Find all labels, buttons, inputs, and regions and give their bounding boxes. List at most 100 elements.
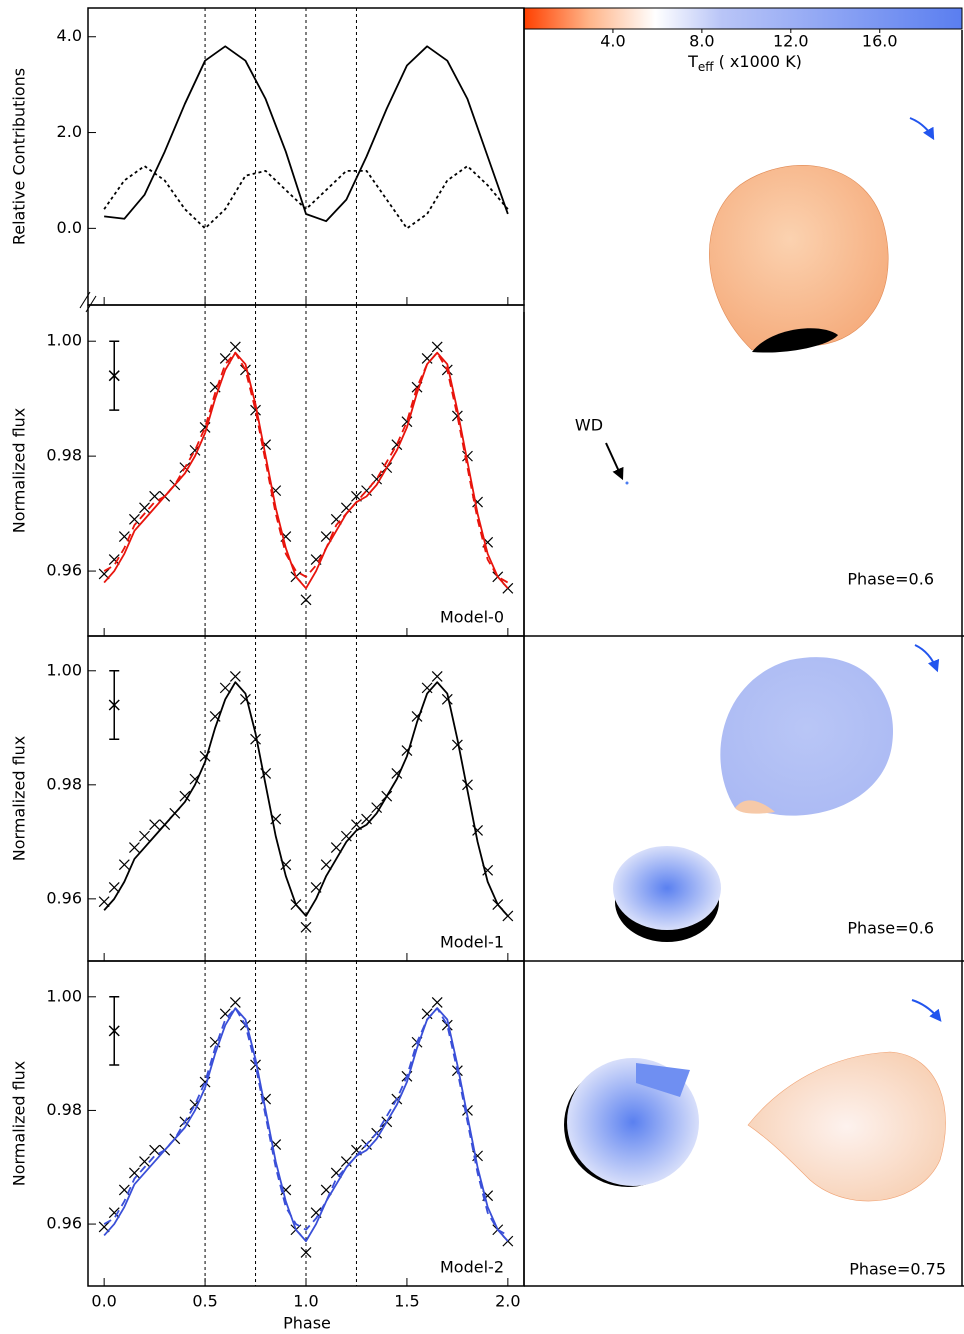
panel-label: Model-0 [440, 608, 504, 627]
data-point [340, 830, 352, 842]
data-point [129, 513, 140, 525]
data-point [300, 1247, 312, 1258]
data-point [441, 1019, 453, 1031]
data-point [421, 682, 433, 694]
y-tick-label: 1.00 [46, 660, 82, 679]
data-point [330, 1167, 342, 1179]
phase-label: Phase=0.75 [849, 1260, 946, 1279]
bright-spot [636, 1063, 690, 1097]
colorbar-tick-label: 8.0 [689, 32, 714, 51]
y-tick-label: 0.96 [46, 1214, 82, 1233]
colorbar-label-sub: eff [698, 60, 714, 74]
data-point [139, 1156, 150, 1167]
colorbar-tick-label: 12.0 [773, 32, 809, 51]
snapshots: Teff ( x1000 K) WD Phase=0.6 Phase=0.6 P… [523, 7, 964, 1287]
data-point [98, 896, 110, 908]
model-line [103, 1007, 509, 1237]
data-point [330, 842, 342, 853]
x-tick-label: 0.5 [192, 1292, 217, 1311]
x-axis-label: Phase [283, 1314, 331, 1333]
y-axis-label: Relative Contributions [10, 68, 29, 245]
data-point [229, 671, 241, 682]
annotation-arrow [605, 442, 624, 481]
y-tick-label: 4.0 [57, 26, 82, 45]
error-bar [108, 670, 120, 740]
model-line [103, 681, 509, 917]
colorbar [523, 7, 963, 30]
data-point [320, 531, 332, 543]
data-point [250, 733, 261, 745]
data-point [179, 790, 191, 802]
y-tick-label: 1.00 [46, 986, 82, 1005]
data-point [361, 813, 372, 825]
data-point [149, 819, 161, 831]
eclipse-shadow [752, 328, 838, 353]
data-point [219, 353, 231, 364]
y-axis-label: Normalized flux [10, 1061, 29, 1187]
data-point [340, 502, 352, 514]
data-point [451, 739, 463, 751]
error-bar [108, 996, 120, 1066]
data-point [219, 682, 231, 694]
donor-star [709, 165, 889, 351]
x-tick-label: 0.0 [91, 1292, 116, 1311]
data-point [98, 568, 110, 580]
panel-label: Model-1 [440, 933, 504, 952]
x-tick-label: 1.0 [293, 1292, 318, 1311]
data-point [118, 859, 130, 871]
white-dwarf [625, 481, 629, 485]
donor-star [720, 657, 894, 816]
colorbar-label-unit: ( x1000 K) [714, 52, 802, 71]
hot-spot [735, 800, 775, 814]
y-axis-label: Normalized flux [10, 736, 29, 862]
data-point [139, 502, 150, 514]
y-tick-label: 0.98 [46, 1100, 82, 1119]
data-point [320, 859, 332, 871]
y-tick-label: 0.96 [46, 561, 82, 580]
phase-label: Phase=0.6 [847, 570, 934, 589]
rotation-arrow [911, 999, 942, 1022]
data-point [421, 353, 433, 364]
data-point [431, 997, 443, 1008]
data-point [229, 997, 241, 1008]
y-tick-label: 0.96 [46, 888, 82, 907]
rotation-arrow [909, 117, 935, 141]
rotation-arrow [914, 644, 940, 673]
data-point [219, 1008, 231, 1020]
x-tick-label: 2.0 [495, 1292, 520, 1311]
data-point [129, 842, 140, 853]
data-point [431, 341, 443, 353]
accretion-disk [613, 846, 721, 930]
error-bar [108, 340, 120, 411]
annotation: WD [575, 416, 603, 435]
colorbar-label-main: T [687, 52, 698, 71]
model-line [103, 351, 509, 584]
data-point [250, 404, 261, 416]
data-point [149, 1144, 161, 1156]
data-point [431, 671, 443, 682]
data-point [451, 410, 463, 422]
y-tick-label: 0.98 [46, 446, 82, 465]
model-line [103, 165, 509, 230]
data-point [229, 341, 241, 353]
phase-label: Phase=0.6 [847, 919, 934, 938]
data-point [300, 594, 312, 606]
data-point [108, 882, 120, 893]
data-point [421, 1008, 433, 1020]
data-point [462, 450, 473, 462]
y-axis-label: Normalized flux [10, 408, 29, 534]
data-point [441, 693, 453, 705]
colorbar-tick-label: 4.0 [600, 32, 625, 51]
y-tick-label: 0.0 [57, 218, 82, 237]
panel-label: Model-2 [440, 1258, 504, 1277]
colorbar-label: Teff ( x1000 K) [687, 52, 802, 74]
data-point [129, 1167, 140, 1179]
y-tick-label: 1.00 [46, 331, 82, 350]
data-point [340, 1156, 352, 1167]
data-point [330, 513, 342, 525]
data-point [371, 802, 383, 814]
data-point [462, 779, 473, 791]
y-tick-label: 2.0 [57, 122, 82, 141]
colorbar-tick-label: 16.0 [862, 32, 898, 51]
x-tick-label: 1.5 [394, 1292, 419, 1311]
